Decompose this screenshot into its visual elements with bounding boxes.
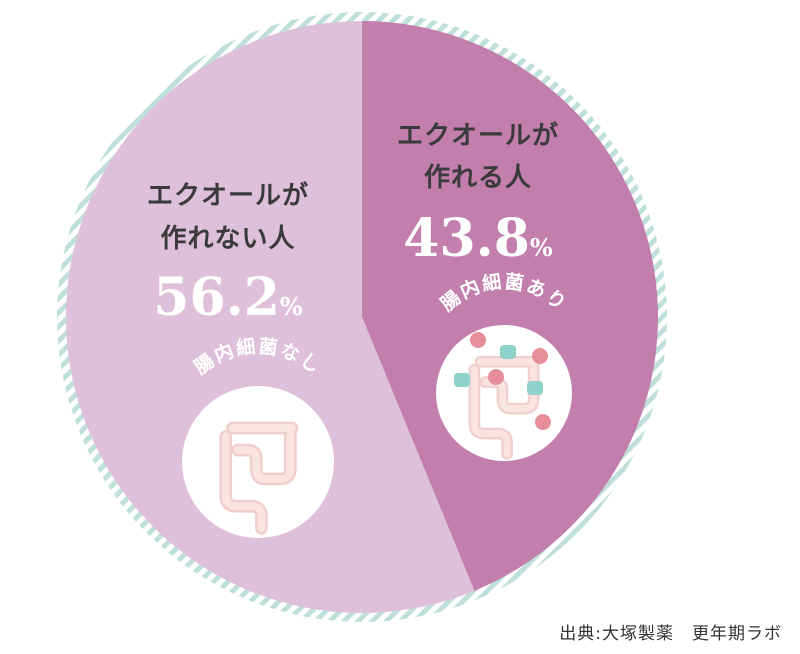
pie-slice-equol-nonproducers	[66, 21, 475, 613]
bacterium-icon	[454, 373, 470, 387]
slice-label-equol-producers-line1: エクオールが	[397, 120, 559, 151]
pie-slice-equol-producers	[362, 20, 659, 591]
bacterium-icon	[470, 332, 486, 348]
bacterium-icon	[527, 381, 543, 395]
bacteria-icons	[454, 332, 551, 430]
bacterium-icon	[532, 348, 548, 364]
source-credit: 出典:大塚製薬 更年期ラボ	[559, 624, 782, 644]
slice-label-equol-producers-line2: 作れる人	[424, 163, 532, 193]
slice-label-equol-nonproducers-line2: 作れない人	[160, 224, 295, 254]
slice-value-equol-producers: 43.8%	[403, 208, 553, 269]
intestine-icon	[219, 421, 299, 535]
bacterium-icon	[488, 369, 504, 385]
slice-label-equol-nonproducers-line1: エクオールが	[147, 180, 309, 211]
bacterium-icon	[500, 345, 516, 359]
bacterium-icon	[535, 414, 551, 430]
slice-value-equol-nonproducers: 56.2%	[153, 267, 303, 328]
intestine-icon	[468, 355, 542, 460]
